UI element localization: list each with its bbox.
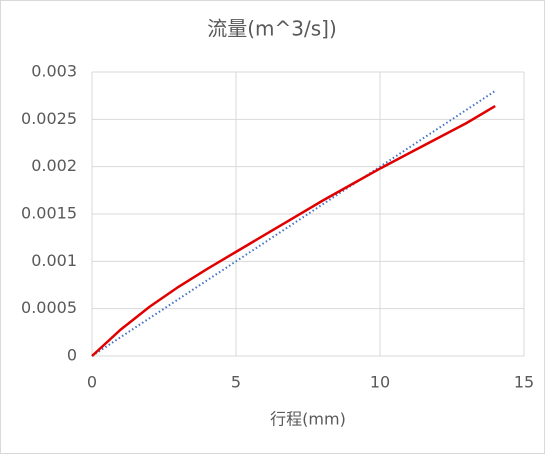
y-tick-label: 0.0005: [21, 298, 77, 317]
y-tick-label: 0.0025: [21, 109, 77, 128]
y-tick-label: 0.002: [31, 156, 77, 175]
y-tick-label: 0.003: [31, 62, 77, 81]
x-tick-label: 0: [87, 373, 97, 392]
x-tick-label: 10: [370, 373, 390, 392]
x-tick-label: 15: [514, 373, 534, 392]
series-line: [91, 105, 496, 357]
x-axis-title: 行程(mm): [270, 410, 346, 429]
x-tick-label: 5: [231, 373, 241, 392]
y-tick-label: 0.001: [31, 251, 77, 270]
y-tick-label: 0: [67, 346, 77, 365]
y-tick-label: 0.0015: [21, 204, 77, 223]
series-line: [91, 90, 496, 357]
chart-title: 流量(m^3/s]): [207, 17, 337, 41]
